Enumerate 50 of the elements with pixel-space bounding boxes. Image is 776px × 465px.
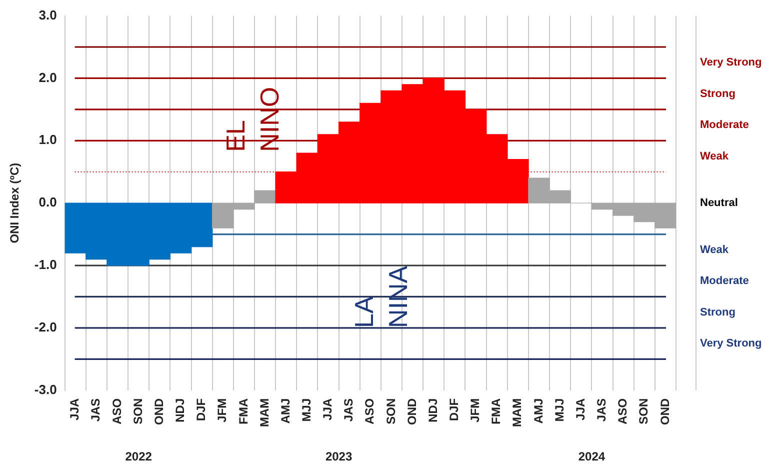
x-tick-label: JFM [215,398,230,422]
x-tick-label: JJA [68,398,82,420]
x-tick-label: NDJ [426,398,440,422]
x-tick-label: FMA [236,398,250,424]
x-tick-label: SON [384,398,398,424]
x-tick-label: ASO [362,398,377,424]
x-tick-label: MJJ [552,398,566,422]
x-tick-label: JAS [342,398,356,422]
x-tick-label: JAS [88,398,103,422]
text: Weak [700,244,730,256]
x-tick-label: JFM [468,398,482,422]
y-tick-label: -2.0 [34,319,57,334]
text: Very Strong [700,56,762,69]
x-tick-label: NDJ [173,398,188,422]
text: 2024 [578,449,606,464]
x-tick-label: SON [636,398,651,424]
text: 2022 [125,449,152,464]
x-tick-label: JAS [594,398,609,422]
x-tick-label: SON [130,398,145,424]
y-tick-label: 0.0 [38,194,57,210]
y-tick-label: 1.0 [38,132,57,148]
text: Strong [700,88,736,100]
x-tick-label: DJF [194,398,208,422]
x-tick-label: OND [152,398,166,426]
x-tick-label: FMA [489,398,504,424]
x-tick-label: AMJ [278,398,292,424]
x-tick-label: AMJ [531,398,546,424]
x-tick-label: ASO [616,398,630,424]
x-tick-label: JJA [573,398,588,420]
text: Moderate [700,119,749,132]
x-tick-label: OND [404,398,419,426]
y-axis-title: ONI Index (ºC) [8,162,22,244]
text: Neutral [700,197,738,210]
y-tick-label: -3.0 [34,382,57,397]
text: Strong [700,306,736,318]
y-tick-label: 2.0 [38,70,57,85]
text: Very Strong [700,338,762,350]
x-tick-label: MAM [257,398,272,428]
x-tick-label: JJA [320,398,335,420]
text: Weak [700,150,730,162]
x-tick-label: ASO [110,398,124,424]
y-tick-label: -1.0 [34,257,57,272]
x-tick-label: DJF [447,398,462,422]
y-tick-label: 3.0 [38,7,57,22]
annotation: LA NINA [348,265,413,328]
text: Moderate [700,275,749,288]
x-tick-label: MJJ [299,398,314,422]
x-tick-label: MAM [510,398,524,428]
x-tick-label: OND [658,398,672,426]
text: 2023 [325,449,352,464]
